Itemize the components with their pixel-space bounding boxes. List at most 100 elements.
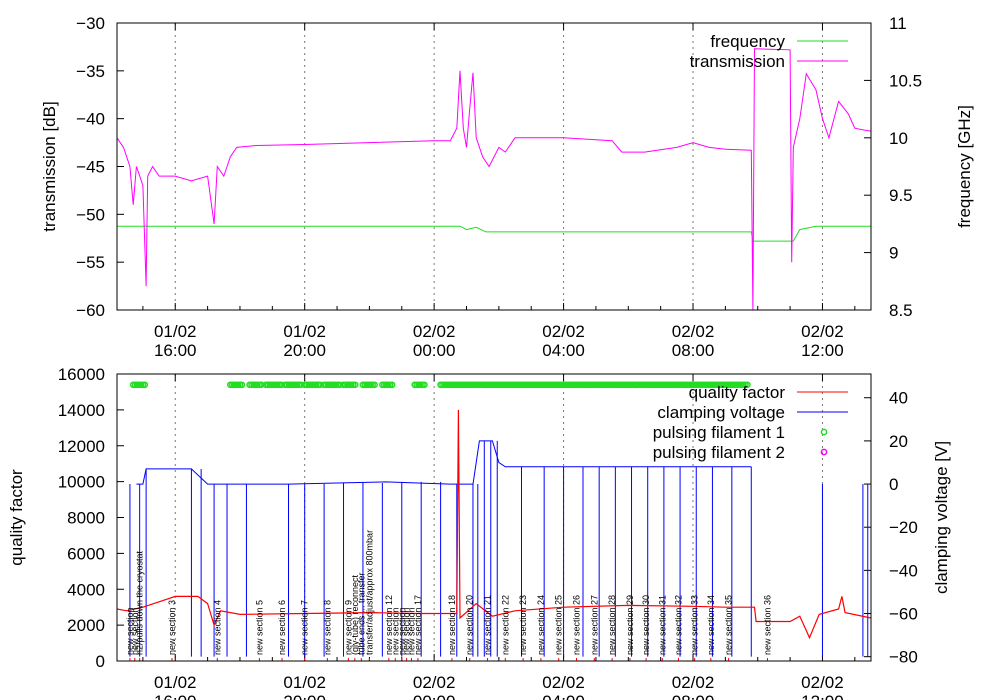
section-annotation: new section 28 <box>607 595 617 655</box>
pulsing-filament-1-marker <box>744 381 751 389</box>
section-annotation: new section 5 <box>254 600 264 655</box>
x-tick-label-date: 02/02 <box>413 322 456 341</box>
y2-tick-label: 0 <box>889 475 898 494</box>
y-tick-label: 8000 <box>67 509 105 528</box>
pulsing-filament-1-marker <box>141 381 149 389</box>
plot-panel-2: 01/0216:0001/0220:0002/0200:0002/0204:00… <box>7 365 951 700</box>
y-tick-label: 14000 <box>58 401 105 420</box>
section-annotation: new section 35 <box>724 595 734 655</box>
y-tick-label: −35 <box>76 62 105 81</box>
y2-tick-label: 10.5 <box>889 71 922 90</box>
section-annotation: new section 36 <box>762 595 772 655</box>
y-tick-label: −60 <box>76 301 105 320</box>
y2-tick-label: 11 <box>889 14 907 33</box>
section-annotation: new section 18 <box>447 595 457 655</box>
x-tick-label-time: 12:00 <box>801 692 844 700</box>
y2-tick-label: −80 <box>889 648 918 667</box>
x-tick-label-time: 04:00 <box>542 341 585 360</box>
y2-axis-label: clamping voltage [V] <box>932 441 951 594</box>
y-tick-label: 2000 <box>67 616 105 635</box>
section-annotation: h2/pulls down the cryostat <box>135 550 145 655</box>
legend-label: frequency <box>710 32 785 51</box>
y-tick-label: 6000 <box>67 544 105 563</box>
x-tick-label-date: 02/02 <box>672 322 715 341</box>
y2-tick-label: −40 <box>889 561 918 580</box>
x-tick-label-time: 00:00 <box>413 341 456 360</box>
section-annotation: new section 29 <box>625 595 635 655</box>
y-tick-label: 4000 <box>67 580 105 599</box>
section-annotation: new section 12 <box>384 595 394 655</box>
x-tick-label-time: 08:00 <box>672 341 715 360</box>
section-annotation: new section <box>406 607 416 655</box>
section-annotation: new section 8 <box>322 600 332 655</box>
x-tick-label-date: 02/02 <box>542 322 585 341</box>
section-annotation: new section 27 <box>589 595 599 655</box>
y-axis-label: transmission [dB] <box>40 101 59 231</box>
x-tick-label-time: 20:00 <box>283 692 326 700</box>
section-annotation: new section 4 <box>212 600 222 655</box>
y-tick-label: 0 <box>96 652 105 671</box>
legend-label: pulsing filament 2 <box>653 443 785 462</box>
y2-tick-label: 8.5 <box>889 301 913 320</box>
legend-marker <box>820 448 828 456</box>
section-annotation: new section 31 <box>657 595 667 655</box>
x-tick-label-date: 02/02 <box>801 673 844 692</box>
plot-panel-1: 01/0216:0001/0220:0002/0200:0002/0204:00… <box>40 14 974 360</box>
y2-tick-label: 9.5 <box>889 186 913 205</box>
y2-tick-label: 10 <box>889 129 908 148</box>
x-tick-label-date: 01/02 <box>154 322 197 341</box>
x-tick-label-time: 04:00 <box>542 692 585 700</box>
x-tick-label-time: 20:00 <box>283 341 326 360</box>
plot-frame <box>116 22 872 311</box>
y-tick-label: −55 <box>76 253 105 272</box>
section-annotation: new section 20 <box>465 595 475 655</box>
series-line-clamping-voltage <box>136 440 752 485</box>
pulsing-filament-1-marker <box>238 381 246 389</box>
legend-label: clamping voltage <box>657 403 785 422</box>
x-tick-label-time: 16:00 <box>154 692 197 700</box>
x-tick-label-date: 02/02 <box>672 673 715 692</box>
x-tick-label-date: 01/02 <box>283 322 326 341</box>
section-annotation: new section 33 <box>690 595 700 655</box>
section-annotation: transfer/adjust/approx 800mbar <box>364 530 374 655</box>
section-annotation: new section 30 <box>641 595 651 655</box>
series-line-transmission <box>117 48 871 310</box>
y-tick-label: 12000 <box>58 437 105 456</box>
x-tick-label-time: 00:00 <box>413 692 456 700</box>
x-tick-label-date: 02/02 <box>542 673 585 692</box>
legend-label: transmission <box>690 52 785 71</box>
y2-tick-label: 40 <box>889 389 908 408</box>
section-annotation: new section 26 <box>572 595 582 655</box>
section-annotation: new section <box>402 607 412 655</box>
y-tick-label: 16000 <box>58 365 105 384</box>
y-tick-label: 10000 <box>58 473 105 492</box>
section-annotation: new section 7 <box>300 600 310 655</box>
section-annotation: new section 22 <box>500 595 510 655</box>
x-tick-label-date: 01/02 <box>154 673 197 692</box>
legend-label: quality factor <box>689 383 786 402</box>
section-annotation: new section <box>130 607 140 655</box>
pulsing-filament-1-marker <box>388 381 396 389</box>
y2-tick-label: 20 <box>889 432 908 451</box>
section-annotation: new section 17 <box>413 595 423 655</box>
y2-tick-label: 9 <box>889 244 898 263</box>
section-annotation: new section 21 <box>483 595 493 655</box>
legend-marker <box>820 428 828 436</box>
y2-tick-label: −60 <box>889 605 918 624</box>
section-annotation: new section <box>397 607 407 655</box>
section-annotation: new section <box>125 607 135 655</box>
section-annotation: new section 6 <box>277 600 287 655</box>
plot-data-area <box>117 48 871 310</box>
x-tick-label-time: 16:00 <box>154 341 197 360</box>
plot-frame <box>116 373 872 662</box>
y-tick-label: −45 <box>76 158 105 177</box>
section-annotation: new section <box>390 607 400 655</box>
y2-tick-label: −20 <box>889 518 918 537</box>
section-annotation: new section 32 <box>673 595 683 655</box>
y-tick-label: −50 <box>76 205 105 224</box>
section-annotation: tube ends ... transfer <box>356 572 366 655</box>
section-annotation: new section 23 <box>518 595 528 655</box>
y-tick-label: −30 <box>76 14 105 33</box>
